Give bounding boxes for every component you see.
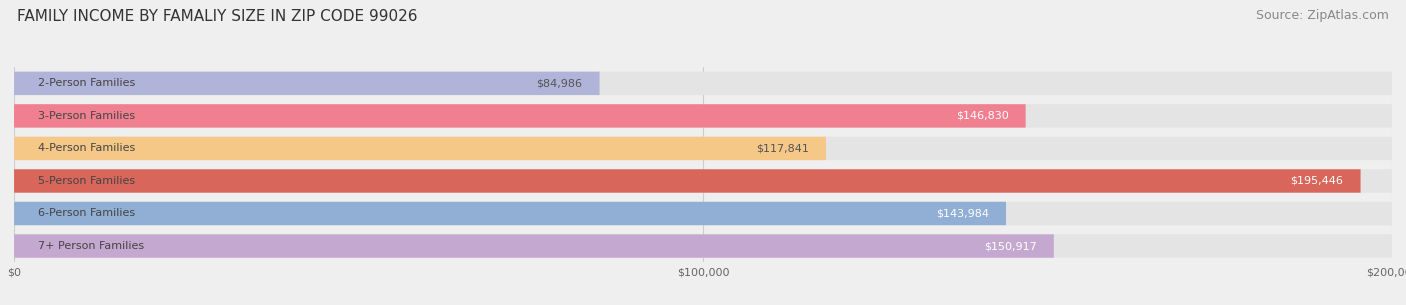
Text: 2-Person Families: 2-Person Families bbox=[38, 78, 135, 88]
Text: 5-Person Families: 5-Person Families bbox=[38, 176, 135, 186]
Text: 4-Person Families: 4-Person Families bbox=[38, 143, 135, 153]
Text: 6-Person Families: 6-Person Families bbox=[38, 209, 135, 218]
FancyBboxPatch shape bbox=[14, 234, 1053, 258]
FancyBboxPatch shape bbox=[14, 202, 1007, 225]
FancyBboxPatch shape bbox=[14, 137, 825, 160]
Text: $146,830: $146,830 bbox=[956, 111, 1008, 121]
Text: 7+ Person Families: 7+ Person Families bbox=[38, 241, 145, 251]
FancyBboxPatch shape bbox=[14, 202, 1392, 225]
Text: 3-Person Families: 3-Person Families bbox=[38, 111, 135, 121]
Text: $143,984: $143,984 bbox=[936, 209, 988, 218]
FancyBboxPatch shape bbox=[14, 72, 599, 95]
FancyBboxPatch shape bbox=[14, 169, 1361, 193]
FancyBboxPatch shape bbox=[14, 137, 1392, 160]
FancyBboxPatch shape bbox=[14, 104, 1025, 127]
FancyBboxPatch shape bbox=[14, 169, 1392, 193]
Text: Source: ZipAtlas.com: Source: ZipAtlas.com bbox=[1256, 9, 1389, 22]
FancyBboxPatch shape bbox=[14, 104, 1392, 127]
Text: $195,446: $195,446 bbox=[1291, 176, 1343, 186]
Text: $117,841: $117,841 bbox=[756, 143, 808, 153]
Text: $150,917: $150,917 bbox=[984, 241, 1036, 251]
Text: $84,986: $84,986 bbox=[536, 78, 582, 88]
FancyBboxPatch shape bbox=[14, 72, 1392, 95]
Text: FAMILY INCOME BY FAMALIY SIZE IN ZIP CODE 99026: FAMILY INCOME BY FAMALIY SIZE IN ZIP COD… bbox=[17, 9, 418, 24]
FancyBboxPatch shape bbox=[14, 234, 1392, 258]
